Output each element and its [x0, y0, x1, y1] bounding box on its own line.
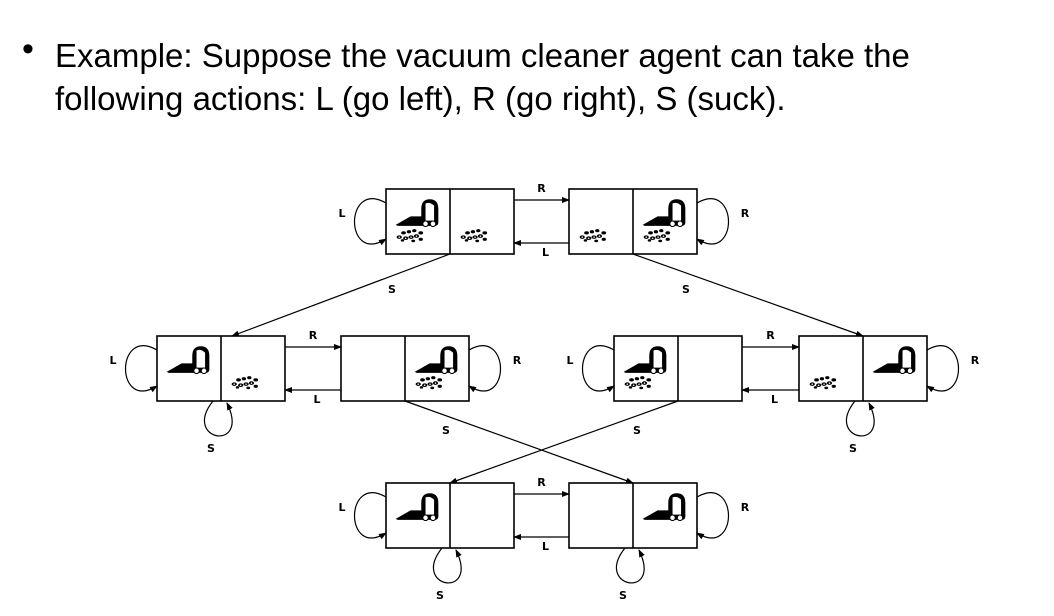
- state-s6: [798, 335, 928, 402]
- transition-label-left: L: [313, 393, 320, 406]
- loop-left-arrow: [353, 198, 387, 246]
- transition-label-right: R: [537, 182, 546, 195]
- transition-label-left: L: [542, 540, 549, 553]
- suck-label: S: [388, 283, 396, 296]
- bullet-line-2: following actions: L (go left), R (go ri…: [55, 80, 786, 117]
- loop-suck-arrow: [432, 547, 462, 584]
- loop-label-suck: S: [436, 589, 444, 602]
- suck-label: S: [442, 424, 450, 437]
- loop-suck-arrow: [615, 547, 645, 584]
- suck-arrow: [632, 253, 864, 337]
- loop-label-suck: S: [849, 442, 857, 455]
- suck-arrow: [231, 253, 451, 337]
- loop-label-right: R: [971, 354, 980, 367]
- state-s3: [156, 335, 286, 402]
- loop-suck-arrow: [845, 400, 875, 437]
- state-s4: [340, 335, 470, 402]
- loop-left-arrow: [124, 345, 158, 393]
- suck-arrow: [404, 400, 634, 484]
- loop-right-arrow: [696, 492, 730, 540]
- loop-right-arrow: [468, 345, 502, 393]
- loop-label-left: L: [566, 354, 573, 367]
- loop-right-arrow: [926, 345, 960, 393]
- loop-label-right: R: [513, 354, 522, 367]
- loop-label-suck: S: [207, 442, 215, 455]
- suck-label: S: [633, 424, 641, 437]
- loop-suck-arrow: [203, 400, 233, 437]
- state-s5: [613, 335, 743, 402]
- loop-left-arrow: [353, 492, 387, 540]
- state-s1: [385, 188, 515, 255]
- suck-arrow: [449, 400, 679, 484]
- loop-label-left: L: [338, 207, 345, 220]
- transition-label-left: L: [771, 393, 778, 406]
- suck-label: S: [682, 283, 690, 296]
- bullet-symbol: •: [22, 30, 34, 68]
- loop-label-suck: S: [619, 589, 627, 602]
- state-s2: [568, 188, 698, 255]
- state-s8: [568, 482, 698, 549]
- loop-right-arrow: [696, 198, 730, 246]
- transition-label-right: R: [309, 329, 318, 342]
- loop-label-left: L: [109, 354, 116, 367]
- loop-label-right: R: [741, 501, 750, 514]
- transition-label-left: L: [542, 246, 549, 259]
- transition-label-right: R: [766, 329, 775, 342]
- loop-label-right: R: [741, 207, 750, 220]
- bullet-line-1: Example: Suppose the vacuum cleaner agen…: [55, 37, 910, 74]
- loop-label-left: L: [338, 501, 345, 514]
- loop-left-arrow: [581, 345, 615, 393]
- bullet-text: Example: Suppose the vacuum cleaner agen…: [55, 34, 1035, 120]
- transition-label-right: R: [537, 476, 546, 489]
- state-s7: [385, 482, 515, 549]
